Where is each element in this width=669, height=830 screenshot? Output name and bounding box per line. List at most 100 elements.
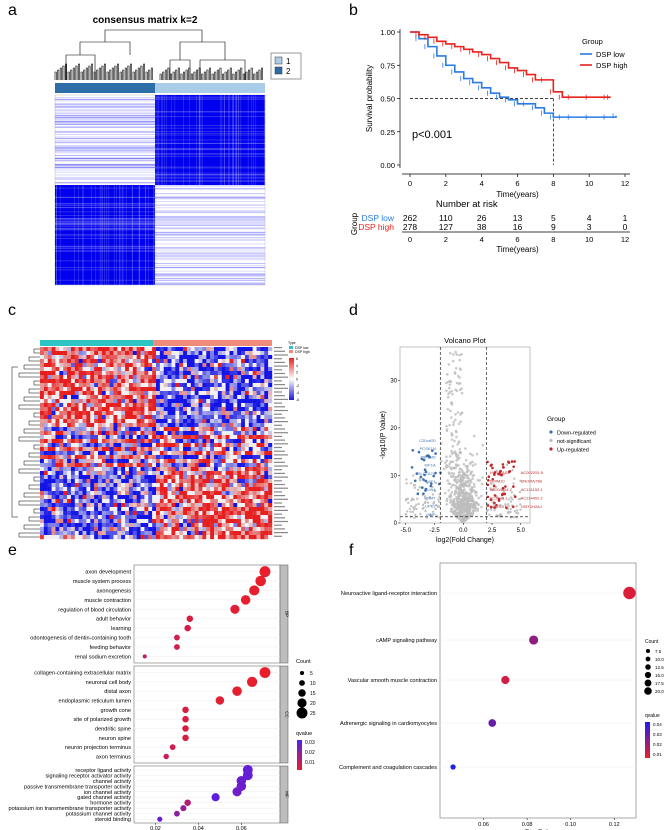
heatmap-cell: [163, 475, 168, 480]
heatmap-cell: [190, 379, 195, 384]
heatmap-cell: [101, 371, 106, 376]
heatmap-cell: [132, 395, 137, 400]
heatmap-cell: [233, 351, 238, 356]
heatmap-cell: [113, 415, 118, 420]
heatmap-cell: [159, 443, 164, 448]
heatmap-cell: [264, 371, 269, 376]
heatmap-cell: [186, 395, 191, 400]
heatmap-cell: [244, 467, 249, 472]
kegg-size-legend-label: 10.0: [655, 657, 664, 662]
texture-blue: [55, 163, 155, 165]
volcano-up-label: AC002251.5: [521, 470, 544, 475]
heatmap-cell: [248, 479, 253, 484]
volcano-point-ns: [472, 434, 476, 438]
heatmap-cell: [171, 531, 176, 536]
heatmap-cell: [206, 363, 211, 368]
heatmap-cell: [55, 407, 60, 412]
volcano-down-label: PLIN4: [425, 487, 437, 492]
heatmap-cell: [90, 475, 95, 480]
heatmap-cell: [43, 519, 48, 524]
heatmap-cell: [98, 391, 103, 396]
heatmap-cell: [144, 359, 149, 364]
texture-blue: [55, 182, 155, 183]
heatmap-cell: [179, 367, 184, 372]
volcano-point-ns: [440, 459, 443, 463]
heatmap-cell: [43, 383, 48, 388]
heatmap-cell: [233, 475, 238, 480]
volcano-point-ns: [476, 478, 480, 482]
heatmap-cell: [217, 431, 222, 436]
texture-blue: [55, 166, 155, 168]
texture-col: [147, 95, 149, 285]
go-size-legend-dot: [296, 707, 308, 719]
heatmap-cell: [125, 491, 130, 496]
heatmap-cell: [233, 527, 238, 532]
heatmap-cell: [159, 467, 164, 472]
texture-blue: [55, 120, 155, 122]
heatmap-cell: [214, 427, 219, 432]
heatmap-cell: [105, 367, 110, 372]
heatmap-cell: [94, 363, 99, 368]
heatmap-cell: [125, 355, 130, 360]
heatmap-cell: [256, 367, 261, 372]
heatmap-cell: [132, 423, 137, 428]
heatmap-cell: [109, 495, 114, 500]
heatmap-cell: [198, 415, 203, 420]
heatmap-cell: [221, 435, 226, 440]
texture-blue: [155, 234, 265, 236]
go-x-tick-label: 0.02: [150, 826, 161, 830]
volcano-point-ns: [432, 500, 436, 504]
go-term-label: neuron spine: [99, 736, 131, 742]
heatmap-cell: [113, 487, 118, 492]
volcano-point-up: [502, 465, 505, 469]
heatmap-cell: [159, 407, 164, 412]
volcano-point-ns: [445, 389, 448, 392]
heatmap-cell: [264, 383, 269, 388]
heatmap-cell: [159, 347, 164, 352]
volcano-point-ns: [440, 442, 443, 445]
texture-row: [55, 181, 265, 182]
heatmap-cell: [183, 399, 188, 404]
heatmap-cell: [140, 407, 145, 412]
go-dot: [174, 634, 180, 641]
go-term-label: regulation of blood circulation: [58, 607, 131, 613]
heatmap-cell: [241, 355, 246, 360]
heatmap-cell: [132, 355, 137, 360]
heatmap-cell: [101, 375, 106, 380]
heatmap-cell: [225, 363, 230, 368]
heatmap-cell: [244, 403, 249, 408]
heatmap-cell: [148, 443, 153, 448]
heatmap-cell: [51, 447, 56, 452]
heatmap-cell: [144, 483, 149, 488]
heatmap-cell: [217, 439, 222, 444]
heatmap-cell: [175, 399, 180, 404]
volcano-point-ns: [412, 506, 415, 509]
heatmap-cell: [229, 459, 234, 464]
volcano-point-up: [507, 470, 511, 474]
go-facet-label: MF: [285, 791, 290, 798]
heatmap-cell: [171, 491, 176, 496]
risk-value: 16: [513, 222, 523, 232]
heatmap-cell: [268, 347, 273, 352]
scale-tick-label: 6: [296, 357, 298, 361]
heatmap-cell: [202, 407, 207, 412]
volcano-down-label: C20orf20: [419, 438, 436, 443]
kegg-term-label: Complement and coagulation cascades: [339, 765, 437, 771]
volcano-point-up: [487, 479, 490, 482]
heatmap-cell: [159, 423, 164, 428]
cluster-bar-2: [55, 83, 155, 93]
heatmap-cell: [82, 523, 87, 528]
heatmap-cell: [55, 411, 60, 416]
volcano-point-ns: [463, 508, 467, 512]
heatmap-cell: [78, 407, 83, 412]
heatmap-cell: [256, 443, 261, 448]
heatmap-cell: [163, 443, 168, 448]
row-dendro-branch: [18, 532, 40, 538]
volcano-point-ns: [465, 506, 468, 509]
heatmap-cell: [186, 371, 191, 376]
volcano-point-ns: [464, 492, 467, 496]
dendro-leaf: [240, 67, 243, 80]
heatmap-cell: [148, 523, 153, 528]
go-term-label: learning: [111, 626, 131, 632]
heatmap-cell: [43, 359, 48, 364]
